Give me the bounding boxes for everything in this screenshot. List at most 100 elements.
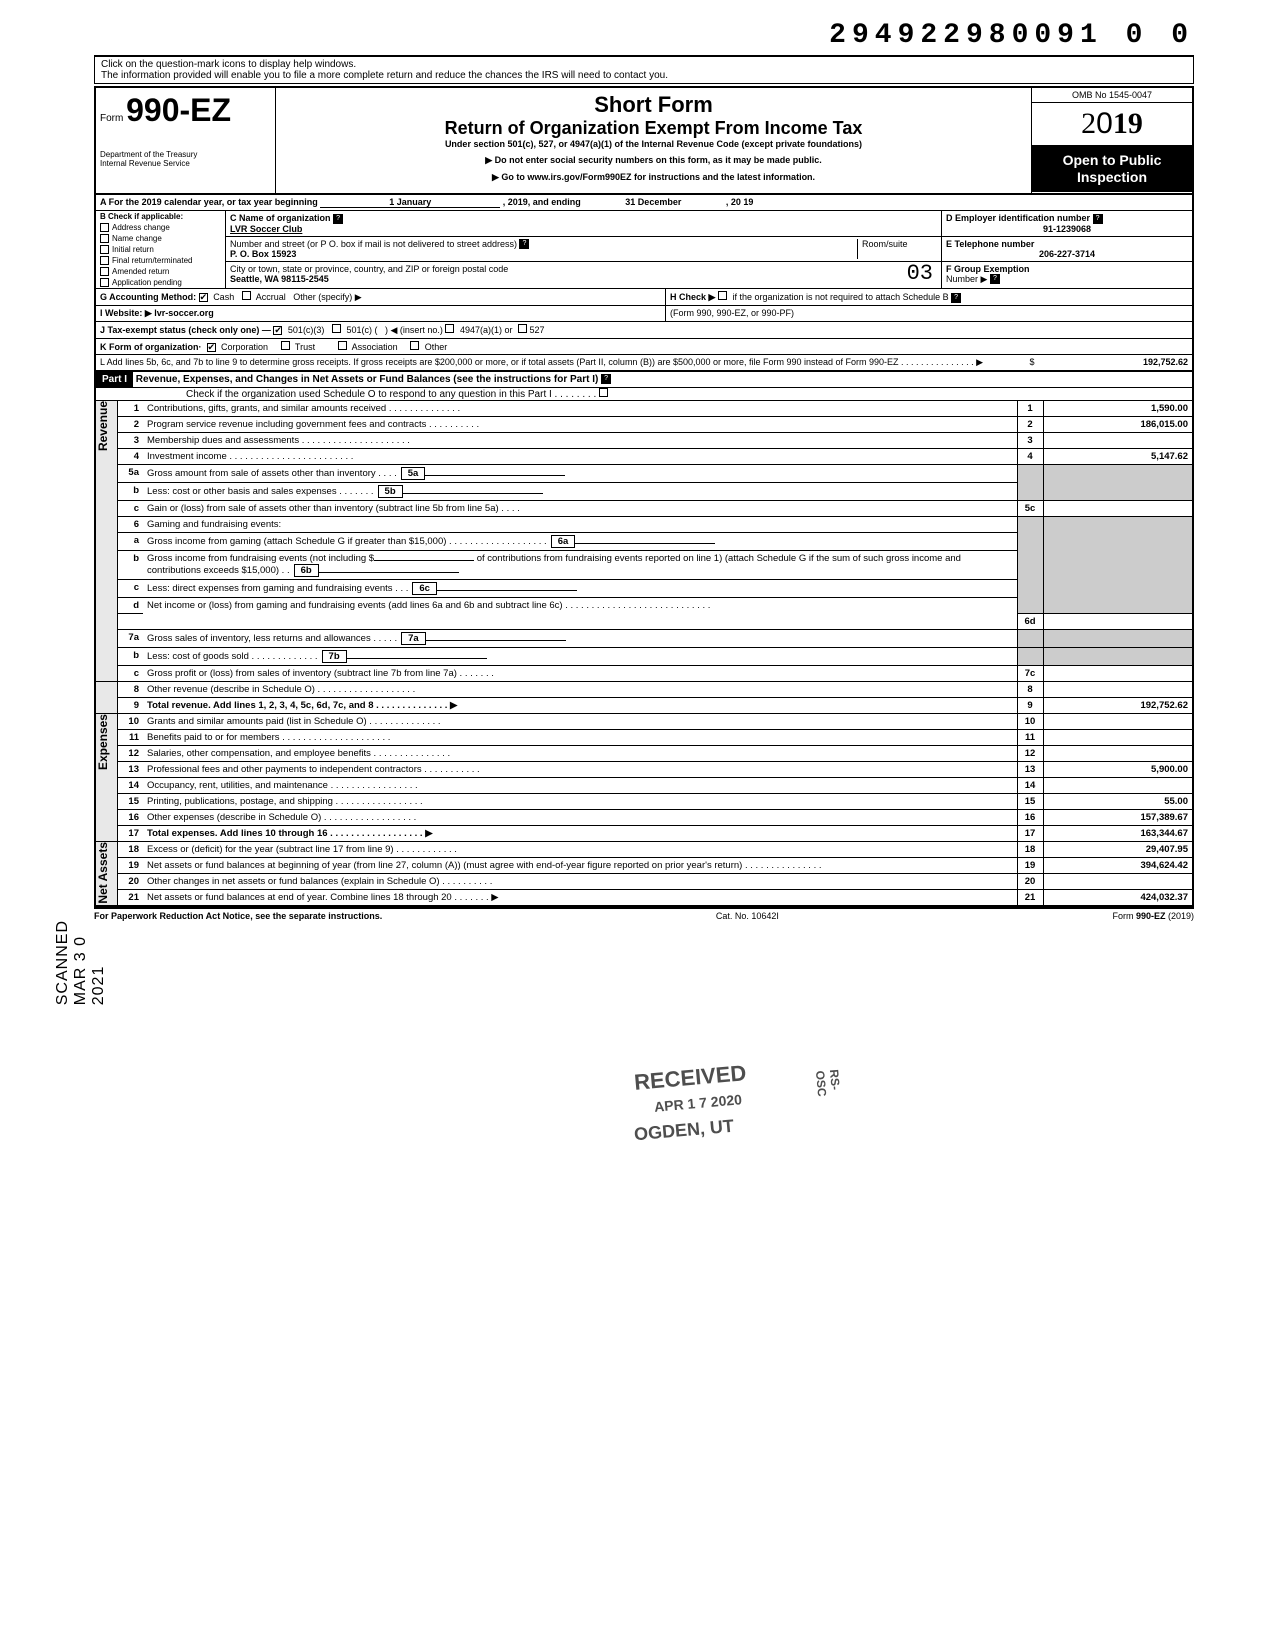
chk-527[interactable] <box>518 324 527 333</box>
received-date: APR 1 7 2020 <box>653 1091 742 1115</box>
line-12: Salaries, other compensation, and employ… <box>143 746 1017 762</box>
line-6: Gaming and fundraising events: <box>143 517 1017 533</box>
f-label: F Group Exemption <box>946 264 1030 274</box>
help-icon[interactable]: ? <box>951 293 961 303</box>
chk-final-return[interactable] <box>100 256 109 265</box>
city-label: City or town, state or province, country… <box>230 264 508 274</box>
end-date[interactable]: 31 December <box>583 197 723 207</box>
form-header: Form 990-EZ Department of the Treasury I… <box>94 86 1194 195</box>
amt-3 <box>1043 433 1193 449</box>
ein[interactable]: 91-1239068 <box>1043 224 1091 234</box>
chk-cash[interactable] <box>199 293 208 302</box>
amt-12 <box>1043 746 1193 762</box>
line-16: Other expenses (describe in Schedule O) … <box>143 810 1017 826</box>
amt-14 <box>1043 778 1193 794</box>
org-name[interactable]: LVR Soccer Club <box>230 224 302 234</box>
org-address[interactable]: P. O. Box 15923 <box>230 249 296 259</box>
scanned-stamp: SCANNED MAR 3 0 2021 <box>54 920 108 1005</box>
line-6c: Less: direct expenses from gaming and fu… <box>147 583 408 594</box>
ogden-stamp: OGDEN, UT <box>633 1116 734 1146</box>
h-label: H Check ▶ <box>670 292 715 302</box>
amt-19: 394,624.42 <box>1043 858 1193 874</box>
line-7c: Gross profit or (loss) from sales of inv… <box>143 666 1017 682</box>
line-19: Net assets or fund balances at beginning… <box>143 858 1017 874</box>
part-i-bar: Part I <box>96 372 133 387</box>
line-15: Printing, publications, postage, and shi… <box>143 794 1017 810</box>
chk-501c3[interactable] <box>273 326 282 335</box>
chk-501c[interactable] <box>332 324 341 333</box>
chk-schedule-b[interactable] <box>718 291 727 300</box>
help-icon[interactable]: ? <box>333 214 343 224</box>
footer: For Paperwork Reduction Act Notice, see … <box>94 907 1194 921</box>
chk-initial-return[interactable] <box>100 245 109 254</box>
org-city[interactable]: Seattle, WA 98115-2545 <box>230 274 329 284</box>
chk-address-change[interactable] <box>100 223 109 232</box>
chk-schedule-o[interactable] <box>599 388 608 397</box>
line-13: Professional fees and other payments to … <box>143 762 1017 778</box>
line-9: Total revenue. Add lines 1, 2, 3, 4, 5c,… <box>143 698 1017 714</box>
part-i-sub: Check if the organization used Schedule … <box>96 387 1192 400</box>
footer-left: For Paperwork Reduction Act Notice, see … <box>94 911 382 921</box>
amt-2: 186,015.00 <box>1043 417 1193 433</box>
amt-20 <box>1043 874 1193 890</box>
omb-number: OMB No 1545-0047 <box>1032 88 1192 103</box>
j-label: J Tax-exempt status (check only one) — <box>100 325 271 335</box>
chk-accrual[interactable] <box>242 291 251 300</box>
phone[interactable]: 206-227-3714 <box>1039 249 1095 259</box>
tip-line2: The information provided will enable you… <box>101 70 1187 81</box>
chk-assoc[interactable] <box>338 341 347 350</box>
under-section: Under section 501(c), 527, or 4947(a)(1)… <box>284 139 1023 149</box>
amt-18: 29,407.95 <box>1043 842 1193 858</box>
document-id: 294922980091 0 0 <box>94 20 1194 51</box>
chk-corp[interactable] <box>207 343 216 352</box>
footer-right: Form 990-EZ (2019) <box>1112 911 1194 921</box>
line-20: Other changes in net assets or fund bala… <box>143 874 1017 890</box>
row-a: A For the 2019 calendar year, or tax yea… <box>94 195 1194 211</box>
amt-9: 192,752.62 <box>1043 698 1193 714</box>
line-6a: Gross income from gaming (attach Schedul… <box>147 536 547 547</box>
begin-date[interactable]: 1 January <box>320 197 500 208</box>
line-5a: Gross amount from sale of assets other t… <box>147 468 397 479</box>
line-7a: Gross sales of inventory, less returns a… <box>147 633 397 644</box>
return-title: Return of Organization Exempt From Incom… <box>284 118 1023 139</box>
line-5b: Less: cost or other basis and sales expe… <box>147 486 374 497</box>
short-form-title: Short Form <box>284 92 1023 118</box>
amt-15: 55.00 <box>1043 794 1193 810</box>
amt-21: 424,032.37 <box>1043 890 1193 907</box>
line-2: Program service revenue including govern… <box>143 417 1017 433</box>
help-icon[interactable]: ? <box>601 374 611 384</box>
line-11: Benefits paid to or for members . . . . … <box>143 730 1017 746</box>
entity-block: B Check if applicable: Address change Na… <box>94 211 1194 289</box>
stamp-03: 03 <box>907 261 933 286</box>
open-to-public: Open to Public Inspection <box>1032 146 1192 192</box>
tab-net-assets: Net Assets <box>96 842 110 904</box>
chk-name-change[interactable] <box>100 234 109 243</box>
amt-4: 5,147.62 <box>1043 449 1193 465</box>
website[interactable]: lvr-soccer.org <box>154 308 214 318</box>
help-icon[interactable]: ? <box>990 274 1000 284</box>
lines-table: Revenue 1Contributions, gifts, grants, a… <box>94 401 1194 907</box>
amt-1: 1,590.00 <box>1043 401 1193 417</box>
b-label: B Check if applicable: <box>96 211 225 222</box>
chk-amended[interactable] <box>100 267 109 276</box>
line-17: Total expenses. Add lines 10 through 16 … <box>143 826 1017 842</box>
line-6b-1: Gross income from fundraising events (no… <box>147 553 374 564</box>
room-suite: Room/suite <box>857 239 937 260</box>
tip-box: Click on the question-mark icons to disp… <box>94 55 1194 84</box>
rs-osc-stamp: RS-OSC <box>813 1069 843 1097</box>
tab-expenses: Expenses <box>96 714 110 770</box>
k-label: K Form of organization· <box>100 342 202 352</box>
line-21: Net assets or fund balances at end of ye… <box>143 890 1017 907</box>
line-10: Grants and similar amounts paid (list in… <box>143 714 1017 730</box>
tip-line1: Click on the question-mark icons to disp… <box>101 59 1187 70</box>
chk-pending[interactable] <box>100 278 109 287</box>
chk-4947[interactable] <box>445 324 454 333</box>
help-icon[interactable]: ? <box>1093 214 1103 224</box>
amt-13: 5,900.00 <box>1043 762 1193 778</box>
l-text: L Add lines 5b, 6c, and 7b to line 9 to … <box>96 355 1022 370</box>
help-icon[interactable]: ? <box>519 239 529 249</box>
chk-trust[interactable] <box>281 341 290 350</box>
e-label: E Telephone number <box>946 239 1034 249</box>
chk-other-org[interactable] <box>410 341 419 350</box>
part-i-title: Revenue, Expenses, and Changes in Net As… <box>136 374 599 385</box>
